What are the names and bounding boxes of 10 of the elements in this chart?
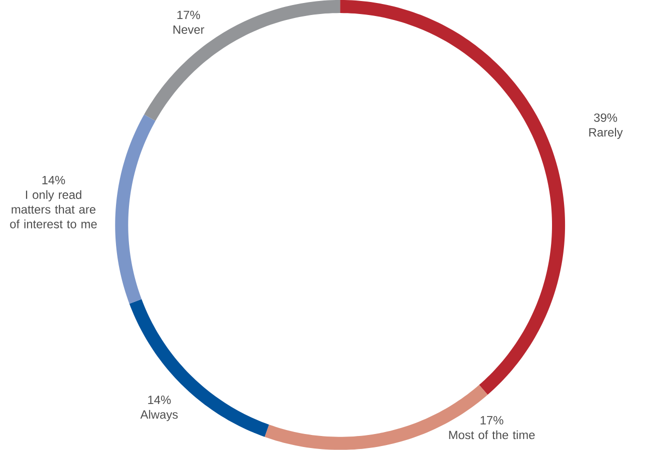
slice-label: I only read matters that are of interest to me — [10, 190, 97, 228]
slice-label: Rarely — [589, 128, 623, 139]
slice-label: Most of the time — [449, 430, 535, 440]
data-label: 14% — [148, 396, 171, 404]
data-label: 17% — [480, 416, 504, 424]
slice-label: Always — [140, 410, 178, 422]
data-label: 14% — [42, 176, 65, 184]
slice-label: Never — [174, 26, 204, 34]
data-label: 39% — [594, 114, 618, 122]
data-label: 17% — [177, 10, 200, 20]
